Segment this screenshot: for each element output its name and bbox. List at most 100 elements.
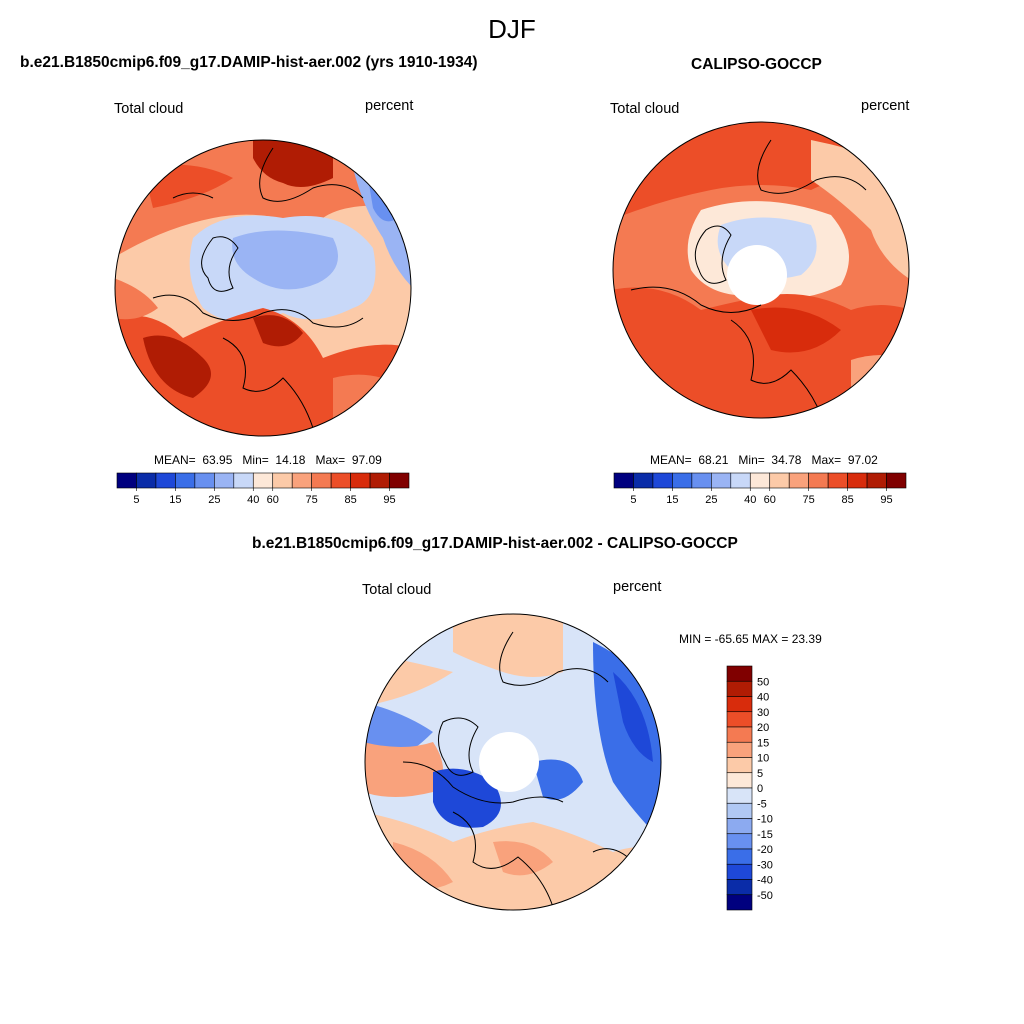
panel3-colorbar-tick-label: 10 (757, 753, 769, 765)
panel2-colorbar-swatch (788, 472, 809, 489)
panel1-colorbar-swatch (311, 472, 332, 489)
panel1-colorbar-tick-label: 60 (267, 494, 279, 506)
panel2-units-label: percent (861, 98, 910, 114)
panel3-colorbar-swatch (726, 879, 753, 896)
panel2-colorbar-tick-label: 40 (744, 494, 756, 506)
panel3-colorbar-swatch (726, 787, 753, 804)
panel2-colorbar-swatch (711, 472, 732, 489)
panel1-colorbar-tick-label: 95 (383, 494, 395, 506)
panel1-colorbar-swatch (233, 472, 254, 489)
panel3-colorbar-tick-label: -10 (757, 814, 773, 826)
panel2-stats: MEAN= 68.21 Min= 34.78 Max= 97.02 (650, 453, 878, 467)
panel3-colorbar-tick-label: 40 (757, 692, 769, 704)
panel3-colorbar-tick-label: 30 (757, 707, 769, 719)
figure-title: DJF (488, 14, 536, 44)
panel2-min-label: Min= (738, 453, 765, 467)
panel1-colorbar-swatch (136, 472, 157, 489)
panel1-colorbar-tick-label: 40 (247, 494, 259, 506)
panel3-colorbar-swatch (726, 833, 753, 850)
panel2-colorbar-swatch (886, 472, 907, 489)
panel1-stats: MEAN= 63.95 Min= 14.18 Max= 97.09 (154, 453, 382, 467)
panel2-title: CALIPSO-GOCCP (691, 56, 822, 73)
panel2-colorbar-swatch (749, 472, 771, 489)
panel2-colorbar-tick-label: 60 (764, 494, 776, 506)
panel3-colorbar-tick-label: 0 (757, 783, 763, 795)
panel2-colorbar-swatch (808, 472, 829, 489)
panel1-colorbar-swatch (175, 472, 196, 489)
panel3-colorbar-tick-label: -50 (757, 890, 773, 902)
panel2-colorbar-tick-label: 25 (705, 494, 717, 506)
panel3-title: b.e21.B1850cmip6.f09_g17.DAMIP-hist-aer.… (252, 535, 738, 552)
panel3-colorbar-tick-label: -30 (757, 859, 773, 871)
panel2-colorbar: 5 15 25 40 60 75 85 95 (613, 472, 907, 506)
panel2-colorbar-tick-label: 75 (803, 494, 815, 506)
panel2-colorbar-tick-label: 15 (666, 494, 678, 506)
panel1-colorbar: 5 15 25 40 60 75 85 95 (116, 472, 410, 506)
panel3-colorbar-swatch (726, 680, 753, 697)
panel1-title: b.e21.B1850cmip6.f09_g17.DAMIP-hist-aer.… (20, 54, 478, 71)
panel1-colorbar-tick-label: 5 (133, 494, 139, 506)
panel1-colorbar-swatch (214, 472, 235, 489)
panel1-min-value: 14.18 (275, 453, 306, 467)
panel2-colorbar-swatch (691, 472, 712, 489)
panel3-colorbar-swatch (726, 711, 753, 728)
panel1-colorbar-swatch (389, 472, 410, 489)
panel3-colorbar-swatch (726, 757, 753, 774)
panel1-units-label: percent (365, 98, 414, 114)
panel1-colorbar-tick-label: 75 (306, 494, 318, 506)
panel1-colorbar-tick-label: 15 (169, 494, 181, 506)
panel2-max-label: Max= (811, 453, 842, 467)
panel2-colorbar-swatch (769, 472, 790, 489)
panel1-max-value: 97.09 (351, 453, 382, 467)
panel2-colorbar-swatch (633, 472, 654, 489)
panel2-colorbar-swatch (672, 472, 693, 489)
panel3-stats: MIN = -65.65 MAX = 23.39 (679, 632, 822, 646)
panel3-colorbar-tick-label: -40 (757, 875, 773, 887)
panel1-colorbar-swatch (252, 472, 274, 489)
panel1-colorbar-tick-label: 85 (344, 494, 356, 506)
panel1-min-label: Min= (242, 453, 269, 467)
panel1-colorbar-swatch (155, 472, 176, 489)
panel2-colorbar-swatch (847, 472, 868, 489)
panel2-colorbar-swatch (652, 472, 673, 489)
panel3-variable-label: Total cloud (362, 582, 432, 598)
panel3-colorbar-swatch (726, 802, 753, 819)
panel3-colorbar-tick-label: 20 (757, 722, 769, 734)
panel2-mean-value: 68.21 (698, 453, 729, 467)
panel3-colorbar-tick-label: 15 (757, 737, 769, 749)
panel1-colorbar-swatch (291, 472, 312, 489)
panel3-colorbar-swatch (726, 863, 753, 880)
panel1-colorbar-swatch (194, 472, 215, 489)
panel3-colorbar-swatch (726, 741, 753, 758)
panel3-colorbar-swatch (726, 772, 753, 789)
panel2-colorbar-swatch (866, 472, 887, 489)
panel3-colorbar-tick-label: -20 (757, 844, 773, 856)
panel3-polar-map (364, 613, 662, 911)
panel3-colorbar-swatch (726, 818, 753, 835)
panel1-colorbar-swatch (350, 472, 371, 489)
panel2-colorbar-swatch (730, 472, 751, 489)
panel2-min-value: 34.78 (771, 453, 802, 467)
panel2-polar-map (612, 121, 910, 419)
panel1-colorbar-swatch (369, 472, 390, 489)
panel3-colorbar-swatch (726, 665, 753, 682)
panel3-units-label: percent (613, 579, 662, 595)
panel1-colorbar-tick-label: 25 (208, 494, 220, 506)
panel3-colorbar-tick-label: 50 (757, 676, 769, 688)
panel3-colorbar-swatch (726, 848, 753, 865)
panel1-colorbar-swatch (272, 472, 293, 489)
panel1-colorbar-swatch (116, 472, 137, 489)
panel3-colorbar-swatch (726, 726, 753, 743)
panel3-colorbar-tick-label: 5 (757, 768, 763, 780)
panel1-max-label: Max= (315, 453, 346, 467)
panel3-colorbar-swatch (726, 894, 753, 911)
panel3-colorbar-tick-label: -5 (757, 798, 767, 810)
panel2-colorbar-tick-label: 95 (880, 494, 892, 506)
panel2-colorbar-tick-label: 85 (841, 494, 853, 506)
panel1-mean-value: 63.95 (202, 453, 233, 467)
panel2-variable-label: Total cloud (610, 101, 680, 117)
panel3-colorbar-swatch (726, 696, 753, 713)
panel1-colorbar-swatch (330, 472, 351, 489)
panel1-polar-map (114, 139, 412, 437)
